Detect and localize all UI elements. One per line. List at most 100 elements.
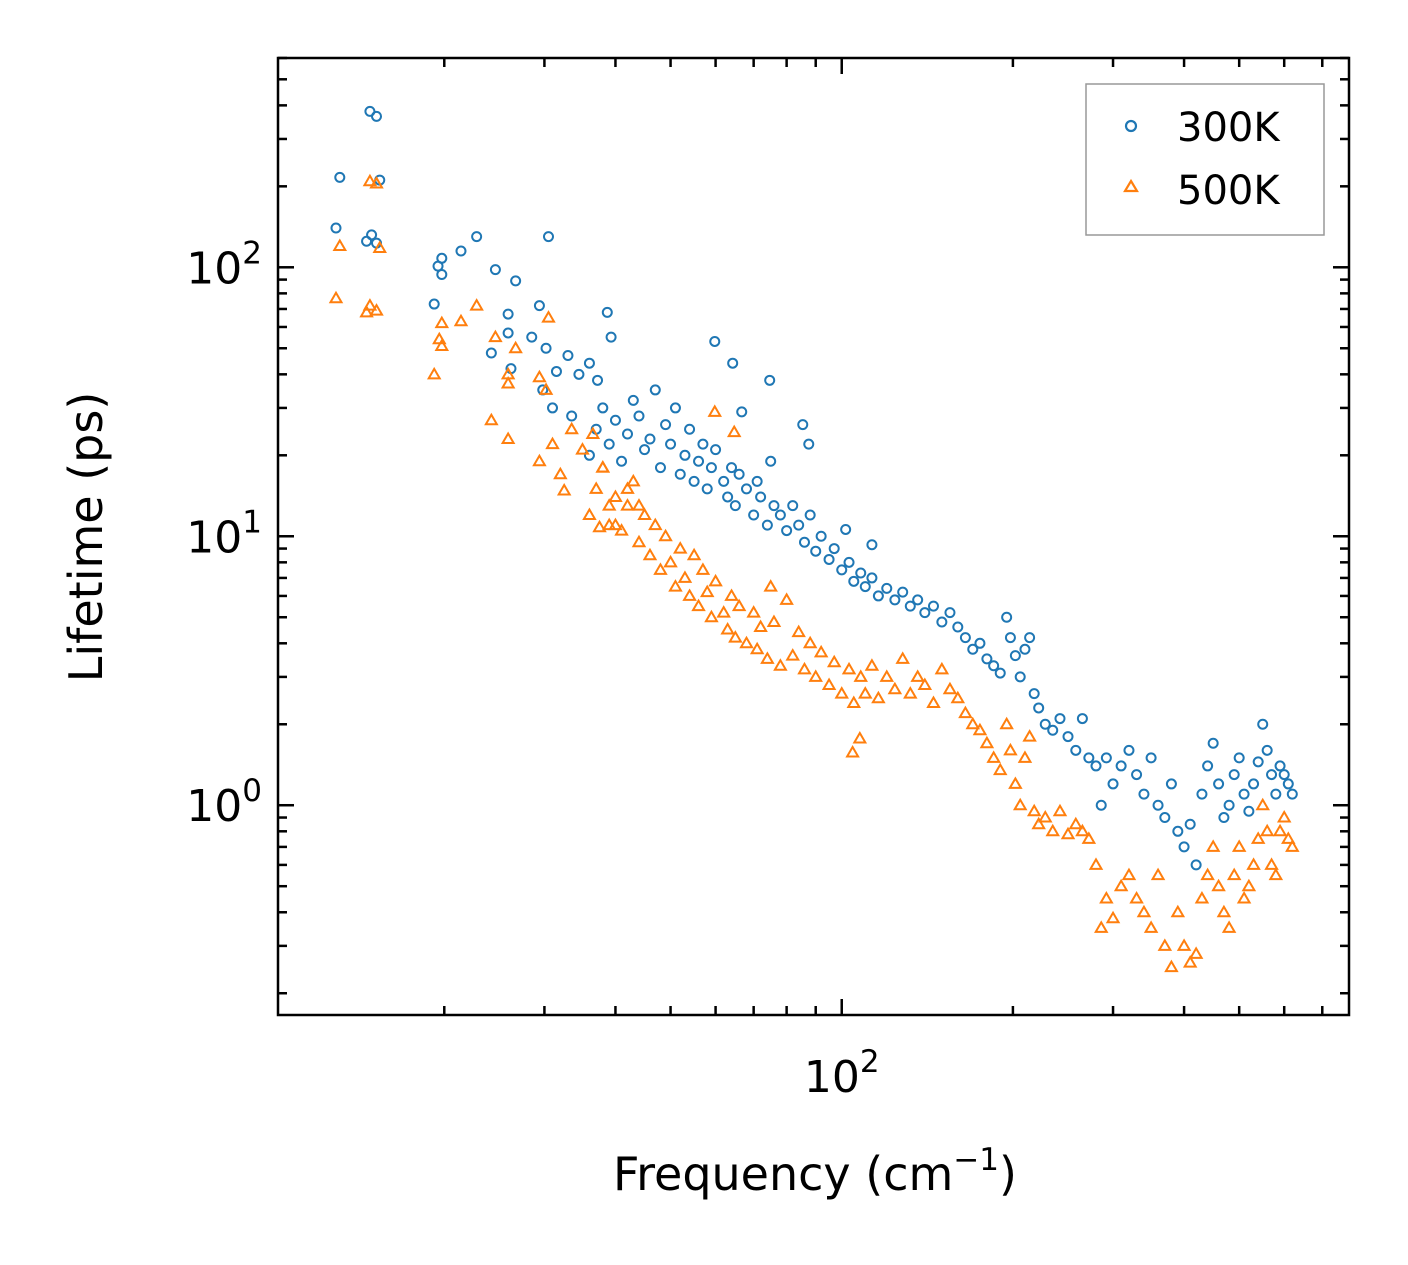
data-point [1216,904,1232,918]
data-point [691,598,706,612]
data-point [1052,803,1068,817]
data-point [660,419,672,431]
data-point [620,481,635,494]
data-point [720,622,735,635]
data-point [538,382,554,395]
y-axis-label: Lifetime (ps) [59,392,113,683]
data-point [575,442,590,455]
data-point [605,331,617,343]
data-point [1017,750,1033,763]
data-point [936,616,948,628]
data-point [733,468,745,480]
data-point [1008,776,1023,789]
data-point [684,423,696,435]
data-point [864,658,880,671]
data-point [834,686,849,699]
data-point [766,614,782,628]
data-point [541,310,556,323]
data-point [614,523,629,536]
data-point [556,482,572,496]
data-point [981,653,993,665]
data-point [787,500,799,512]
data-point [648,517,663,531]
data-point [707,404,722,417]
data-point [1236,891,1252,904]
data-point [912,594,924,606]
data-point [726,462,738,474]
data-point [897,586,909,598]
data-point [502,327,514,339]
data-point [1039,718,1051,730]
data-point [866,572,878,584]
data-point [858,686,873,699]
data-point [1266,769,1278,781]
data-point [1075,823,1090,837]
data-point [471,231,483,243]
data-point [1259,823,1275,837]
data-point [836,564,848,576]
data-point [545,436,560,450]
data-point [1099,891,1114,904]
data-point [428,298,440,310]
data-point [841,661,857,675]
data-point [709,335,721,347]
data-point [1138,788,1150,800]
data-point [942,681,958,695]
data-point [731,598,747,612]
data-point [455,245,467,257]
data-point [761,519,773,531]
data-point [550,365,562,377]
data-point [1045,823,1060,837]
data-point [950,690,966,704]
data-point [642,547,658,561]
data-point [665,438,677,450]
data-point [859,581,871,593]
data-point [1188,946,1204,959]
data-point [736,406,748,418]
data-point [722,491,734,503]
data-point [1200,867,1215,881]
data-point [372,240,387,253]
data-point [328,290,344,304]
data-point [1246,857,1261,870]
data-point [601,517,617,531]
data-point [994,667,1006,679]
data-point [508,340,523,354]
data-point [626,473,641,487]
data-point [1238,788,1250,800]
data-point [595,460,611,473]
data-point [673,541,688,554]
data-point [532,369,547,383]
data-point [1088,857,1104,870]
data-point [840,523,852,535]
data-point [620,498,635,511]
data-point [1170,904,1186,918]
data-point [764,374,776,386]
data-point [999,716,1014,730]
y-tick-label: 102 [186,235,262,294]
data-point [1286,788,1298,800]
data-point [663,554,678,568]
data-point [1019,643,1031,655]
data-point [631,498,647,511]
data-point [785,648,800,661]
data-point [679,449,691,461]
data-point [753,619,768,632]
data-point [532,453,547,467]
data-point [704,609,719,623]
data-point [1278,769,1290,781]
legend-marker-300k [1124,119,1138,133]
data-point [903,686,918,699]
data-point [1028,688,1040,700]
data-marks [328,105,1300,973]
axis-ticks: 102 100 101 102 [186,56,1349,1103]
data-point [1268,867,1284,881]
data-point [369,175,384,189]
data-point [601,498,617,511]
data-point [1136,904,1152,918]
data-point [695,562,711,575]
data-point [1252,756,1264,768]
y-tick-label: 100 [186,773,262,832]
data-point [1107,778,1119,790]
data-point [1196,788,1208,800]
